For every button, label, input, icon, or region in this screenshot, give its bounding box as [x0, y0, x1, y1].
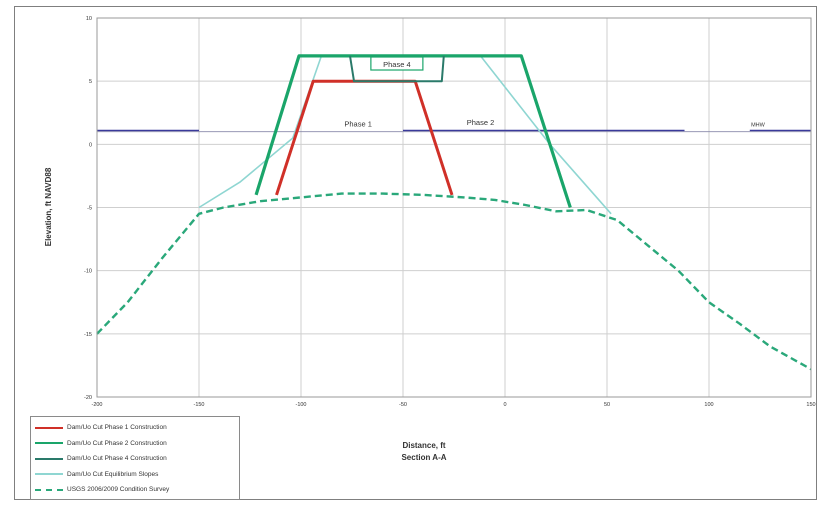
legend-swatch [35, 485, 63, 495]
y-tick-label: -15 [84, 332, 92, 338]
x-tick-label: -200 [91, 402, 102, 408]
annotation-label: MHW [751, 122, 766, 128]
y-axis-label: Elevation, ft NAVD88 [44, 167, 53, 246]
legend-swatch [35, 423, 63, 433]
series-line [96, 192, 812, 371]
y-tick-label: 0 [89, 142, 92, 148]
legend-item: Dam/Uo Cut Phase 2 Construction [35, 436, 235, 452]
legend-label: Dam/Uo Cut Phase 4 Construction [67, 455, 167, 463]
annotation-box [370, 56, 424, 71]
x-tick-label: 50 [604, 402, 610, 408]
annotation-label: Phase 1 [344, 119, 372, 128]
y-tick-label: -10 [84, 269, 92, 275]
legend-swatch [35, 438, 63, 448]
x-axis-label: Distance, ft [402, 441, 445, 450]
legend-swatch [35, 454, 63, 464]
y-tick-label: 10 [86, 16, 92, 22]
x-tick-label: -100 [295, 402, 306, 408]
gridlines [96, 17, 812, 398]
legend-label: Dam/Uo Cut Phase 2 Construction [67, 439, 167, 447]
series-line [275, 79, 454, 196]
legend-swatch [35, 469, 63, 479]
series-line [254, 54, 572, 208]
x-tick-label: 0 [503, 402, 506, 408]
series-line [198, 55, 612, 215]
y-tick-label: -5 [87, 206, 92, 212]
x-tick-label: -150 [193, 402, 204, 408]
series-group [96, 54, 812, 371]
legend-label: Dam/Uo Cut Equilibrium Slopes [67, 470, 159, 478]
annotation-label: Phase 2 [467, 118, 495, 127]
legend: Dam/Uo Cut Phase 1 Construction Dam/Uo Cu… [30, 416, 240, 500]
legend-item: Dam/Uo Cut Phase 4 Construction [35, 451, 235, 467]
x-axis-sublabel: Section A-A [401, 453, 446, 462]
reference-lines [97, 129, 811, 133]
elevation-chart: -200 -150 -100 -50 0 50 100 150-20-15-10-50510 … [44, 16, 816, 462]
x-tick-label: 150 [806, 402, 815, 408]
legend-item: Dam/Uo Cut Equilibrium Slopes [35, 467, 235, 483]
series-line [349, 55, 445, 83]
y-tick-label: 5 [89, 79, 92, 85]
plot-area-border [96, 17, 812, 398]
legend-label: Dam/Uo Cut Phase 1 Construction [67, 424, 167, 432]
annotations: Phase 4 Phase 1 Phase 2 MHW [344, 56, 766, 128]
y-tick-label: -20 [84, 395, 92, 401]
legend-label: USGS 2006/2009 Condition Survey [67, 486, 170, 494]
x-tick-label: 100 [704, 402, 713, 408]
legend-item: Dam/Uo Cut Phase 1 Construction [35, 420, 235, 436]
annotation-label: Phase 4 [383, 60, 411, 69]
legend-item: USGS 2006/2009 Condition Survey [35, 482, 235, 498]
x-tick-label: -50 [399, 402, 407, 408]
